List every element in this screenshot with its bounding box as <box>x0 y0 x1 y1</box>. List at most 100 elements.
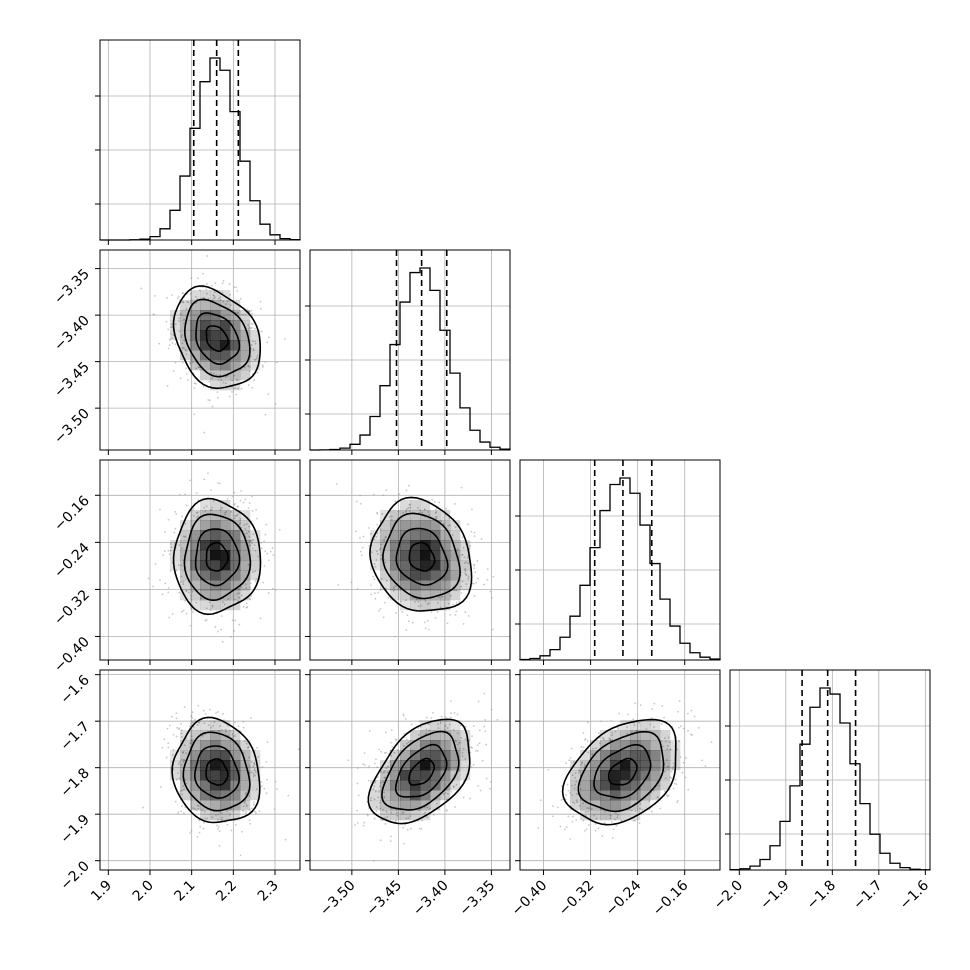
scatter-point <box>613 818 616 821</box>
scatter-point <box>166 385 169 387</box>
scatter-point <box>218 297 220 300</box>
scatter-point <box>167 347 170 350</box>
scatter-point <box>267 393 270 396</box>
scatter-point <box>199 597 202 600</box>
scatter-point <box>436 611 439 613</box>
scatter-point <box>248 809 251 812</box>
scatter-point <box>438 501 441 504</box>
scatter-point <box>210 371 212 374</box>
scatter-point <box>578 805 581 807</box>
scatter-point <box>380 750 383 753</box>
scatter-point <box>171 754 174 756</box>
density-bin <box>230 340 241 351</box>
scatter-point <box>609 814 612 817</box>
density-bin <box>460 740 471 751</box>
scatter-point <box>612 828 615 831</box>
scatter-point <box>232 735 235 738</box>
scatter-point <box>682 761 685 764</box>
scatter-point <box>229 729 232 732</box>
scatter-point <box>235 393 238 396</box>
scatter-point <box>180 564 183 567</box>
scatter-point <box>197 807 200 810</box>
scatter-point <box>374 781 376 784</box>
density-bin <box>220 500 231 511</box>
scatter-point <box>182 583 185 586</box>
scatter-point <box>380 554 383 557</box>
scatter-point <box>389 741 392 744</box>
scatter-point <box>183 758 185 761</box>
scatter-point <box>247 327 250 330</box>
scatter-point <box>405 738 408 741</box>
scatter-point <box>382 781 385 783</box>
scatter-point <box>252 775 255 778</box>
scatter-point <box>372 859 375 862</box>
scatter-point <box>395 585 397 587</box>
scatter-point <box>410 723 413 726</box>
scatter-point <box>409 503 412 506</box>
density-bin <box>430 550 441 561</box>
scatter-point <box>234 387 237 390</box>
scatter-point <box>213 721 216 723</box>
density-bin <box>250 330 261 341</box>
scatter-point <box>384 823 387 825</box>
scatter-point <box>216 391 219 394</box>
density-bin <box>230 730 241 741</box>
scatter-point <box>404 599 407 602</box>
density-bin <box>210 380 221 391</box>
scatter-point <box>224 511 226 514</box>
scatter-point <box>406 614 409 616</box>
density-bin <box>400 800 411 811</box>
scatter-point <box>634 819 636 822</box>
scatter-point <box>570 784 573 787</box>
scatter-point <box>219 725 221 727</box>
density-bin <box>630 810 641 821</box>
scatter-point <box>251 386 254 389</box>
density-bin <box>210 360 221 371</box>
density-bin <box>460 770 471 781</box>
scatter-point <box>251 495 253 498</box>
density-bin <box>610 800 621 811</box>
density-bin <box>230 810 241 821</box>
scatter-point <box>394 500 397 503</box>
scatter-point <box>234 823 237 826</box>
scatter-point <box>367 779 370 782</box>
scatter-point <box>180 722 182 725</box>
scatter-point <box>274 589 277 591</box>
scatter-point <box>252 803 255 806</box>
scatter-point <box>648 793 651 796</box>
density-bin <box>410 740 421 751</box>
scatter-point <box>193 387 196 389</box>
scatter-point <box>152 313 155 316</box>
scatter-point <box>228 395 231 398</box>
scatter-point <box>378 790 380 793</box>
scatter-point <box>210 489 212 492</box>
density-bin <box>220 360 231 371</box>
scatter-point <box>175 735 178 738</box>
scatter-point <box>393 751 396 754</box>
contour-level-1 <box>408 757 435 786</box>
density-bin <box>190 750 201 761</box>
density-bin <box>200 730 211 741</box>
scatter-point <box>677 726 680 729</box>
scatter-point <box>374 780 377 782</box>
scatter-point <box>373 592 376 595</box>
density-bin <box>210 810 221 821</box>
scatter-point <box>195 516 198 519</box>
scatter-point <box>675 783 678 786</box>
scatter-point <box>249 544 252 547</box>
scatter-point <box>687 788 690 791</box>
scatter-point <box>405 489 408 492</box>
scatter-point <box>220 812 223 814</box>
density-bin <box>390 540 401 551</box>
density-bin <box>180 570 191 581</box>
scatter-point <box>249 582 252 585</box>
density-bin <box>210 520 221 531</box>
scatter-point <box>180 729 183 732</box>
scatter-point <box>193 382 196 385</box>
scatter-point <box>173 531 176 534</box>
scatter-point <box>251 509 254 512</box>
scatter-point <box>379 807 382 810</box>
density-bin <box>200 740 211 751</box>
density-bin <box>460 750 471 761</box>
scatter-point <box>158 342 161 345</box>
